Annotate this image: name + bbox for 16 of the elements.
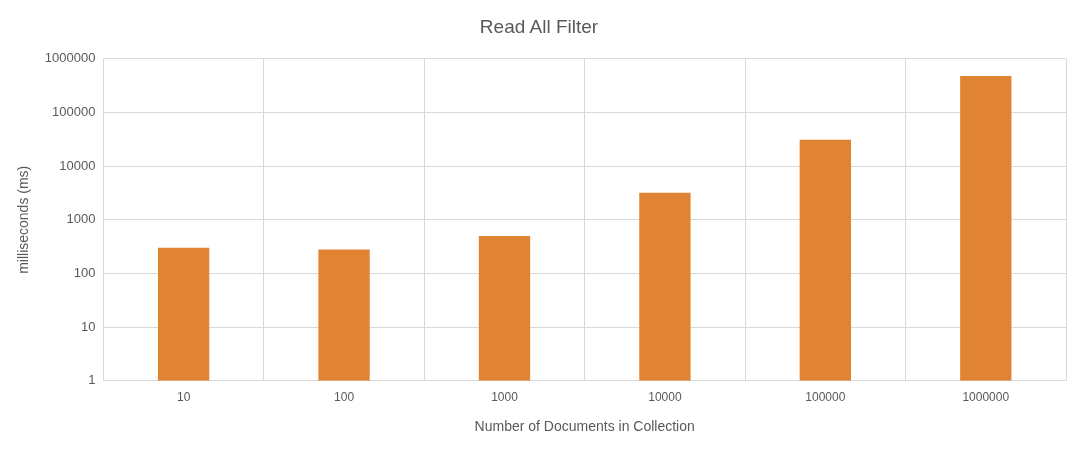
x-tick-label: 100 — [334, 390, 355, 405]
x-tick-label: 10 — [176, 390, 191, 405]
x-tick-label: 100000 — [805, 390, 846, 405]
x-tick-label: 1000 — [491, 390, 519, 405]
y-axis-title: milliseconds (ms) — [15, 165, 32, 274]
x-tick-label: 10000 — [648, 390, 682, 405]
x-axis-title: Number of Documents in Collection — [474, 418, 695, 435]
x-tick-label: 1000000 — [962, 390, 1010, 405]
y-tick-label: 100 — [73, 265, 96, 281]
y-tick-label: 10 — [80, 318, 96, 334]
y-tick-label: 1000 — [66, 211, 96, 227]
y-tick-label: 10000 — [59, 157, 96, 173]
y-tick-label: 100000 — [52, 104, 96, 120]
y-tick-label: 1 — [88, 372, 96, 388]
chart-title: Read All Filter — [479, 15, 599, 37]
y-tick-label: 1000000 — [44, 50, 96, 66]
